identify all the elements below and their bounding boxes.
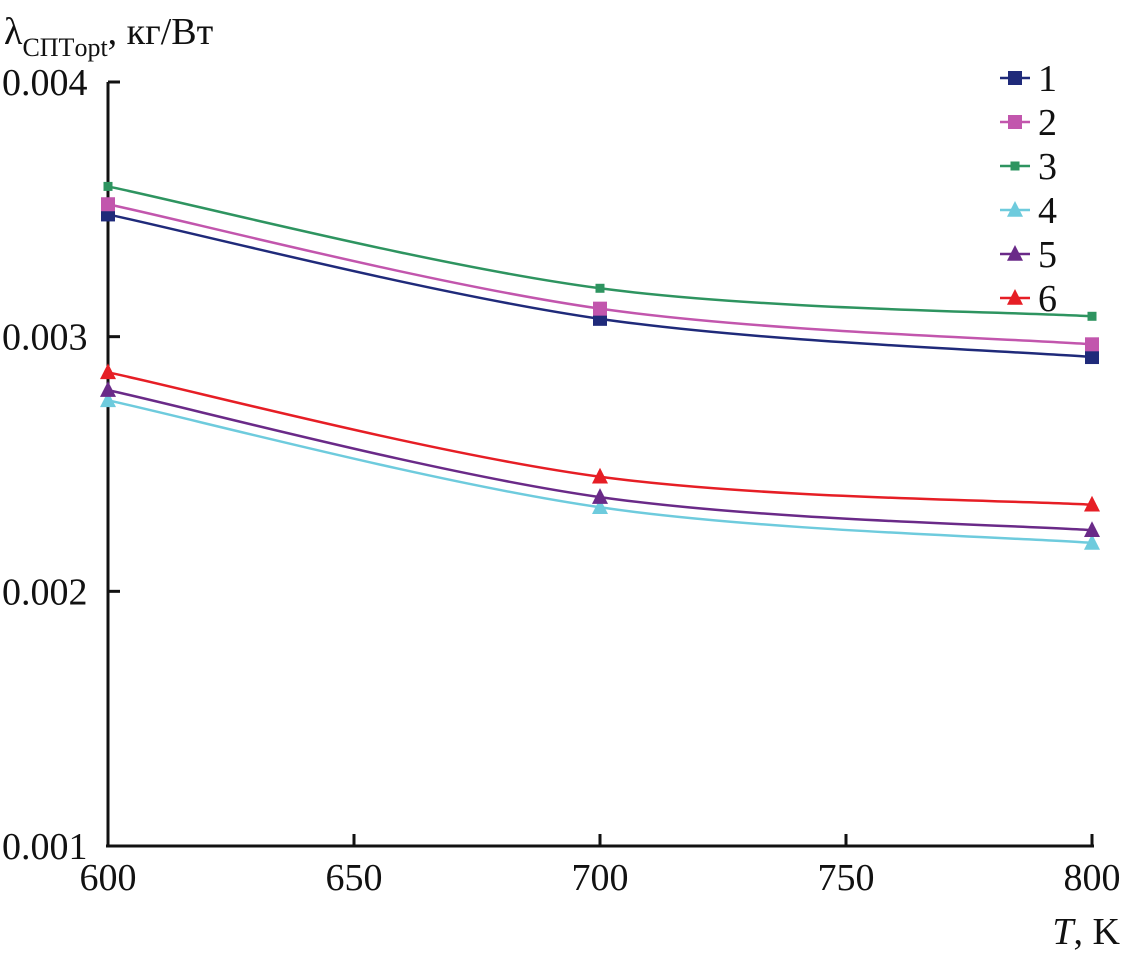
legend-marker [1007, 245, 1023, 261]
y-tick-label: 0.001 [2, 826, 88, 868]
legend-entry: 2 [1000, 102, 1057, 144]
legend-marker [1007, 201, 1023, 217]
legend-label: 4 [1038, 190, 1057, 232]
series-4 [100, 391, 1100, 550]
series-layer [100, 181, 1100, 550]
legend-marker [1008, 71, 1022, 85]
legend-label: 5 [1038, 234, 1057, 276]
data-point [1084, 521, 1100, 537]
legend-entry: 3 [1000, 146, 1057, 188]
legend-label: 6 [1038, 278, 1057, 320]
data-point [592, 498, 608, 515]
series-line [107, 371, 1093, 506]
x-tick-label: 750 [818, 857, 875, 899]
data-point [100, 381, 116, 397]
y-tick-label: 0.003 [2, 317, 88, 359]
x-tick-label: 700 [572, 857, 629, 899]
data-point [593, 301, 607, 316]
x-axis-ticks: 600 650 700 750 800 [80, 834, 1121, 899]
y-axis-title-symbol: λ [4, 11, 23, 53]
y-axis-title-subscript: СПТopt [22, 33, 108, 62]
legend-marker [1010, 161, 1020, 171]
legend-marker [1007, 289, 1023, 305]
legend-label: 3 [1038, 146, 1057, 188]
data-point [100, 391, 116, 408]
x-axis-title: T, K [1052, 911, 1120, 953]
data-point [101, 197, 115, 212]
data-point [1084, 495, 1100, 512]
y-axis-title-units: , кг/Вт [108, 11, 214, 53]
data-point [592, 488, 608, 504]
data-point [1084, 533, 1100, 550]
data-point [1085, 350, 1099, 365]
y-tick-label: 0.004 [2, 62, 88, 104]
series-5 [100, 381, 1100, 537]
data-point [1087, 311, 1097, 321]
data-point [100, 363, 116, 380]
y-tick-label: 0.002 [2, 571, 88, 613]
data-point [595, 283, 605, 293]
x-tick-label: 600 [80, 857, 137, 899]
data-point [1085, 337, 1099, 352]
legend-entry: 4 [1000, 190, 1057, 232]
legend-entry: 1 [1000, 58, 1057, 100]
legend-entry: 5 [1000, 234, 1057, 276]
x-tick-label: 800 [1064, 857, 1121, 899]
data-point [103, 181, 113, 191]
series-2 [101, 197, 1099, 352]
legend-label: 1 [1038, 58, 1057, 100]
legend-label: 2 [1038, 102, 1057, 144]
x-axis-title-variable: T [1052, 911, 1076, 953]
y-axis-ticks: 0.001 0.002 0.003 0.004 [2, 62, 120, 868]
legend-entry: 6 [1000, 278, 1057, 320]
series-line [107, 185, 1093, 318]
x-tick-label: 650 [326, 857, 383, 899]
y-axis-title: λСПТopt, кг/Вт [4, 11, 214, 62]
x-axis-title-units: , K [1074, 911, 1121, 953]
series-6 [100, 363, 1100, 512]
legend-marker [1008, 115, 1022, 129]
series-3 [103, 181, 1097, 321]
data-point [592, 467, 608, 484]
